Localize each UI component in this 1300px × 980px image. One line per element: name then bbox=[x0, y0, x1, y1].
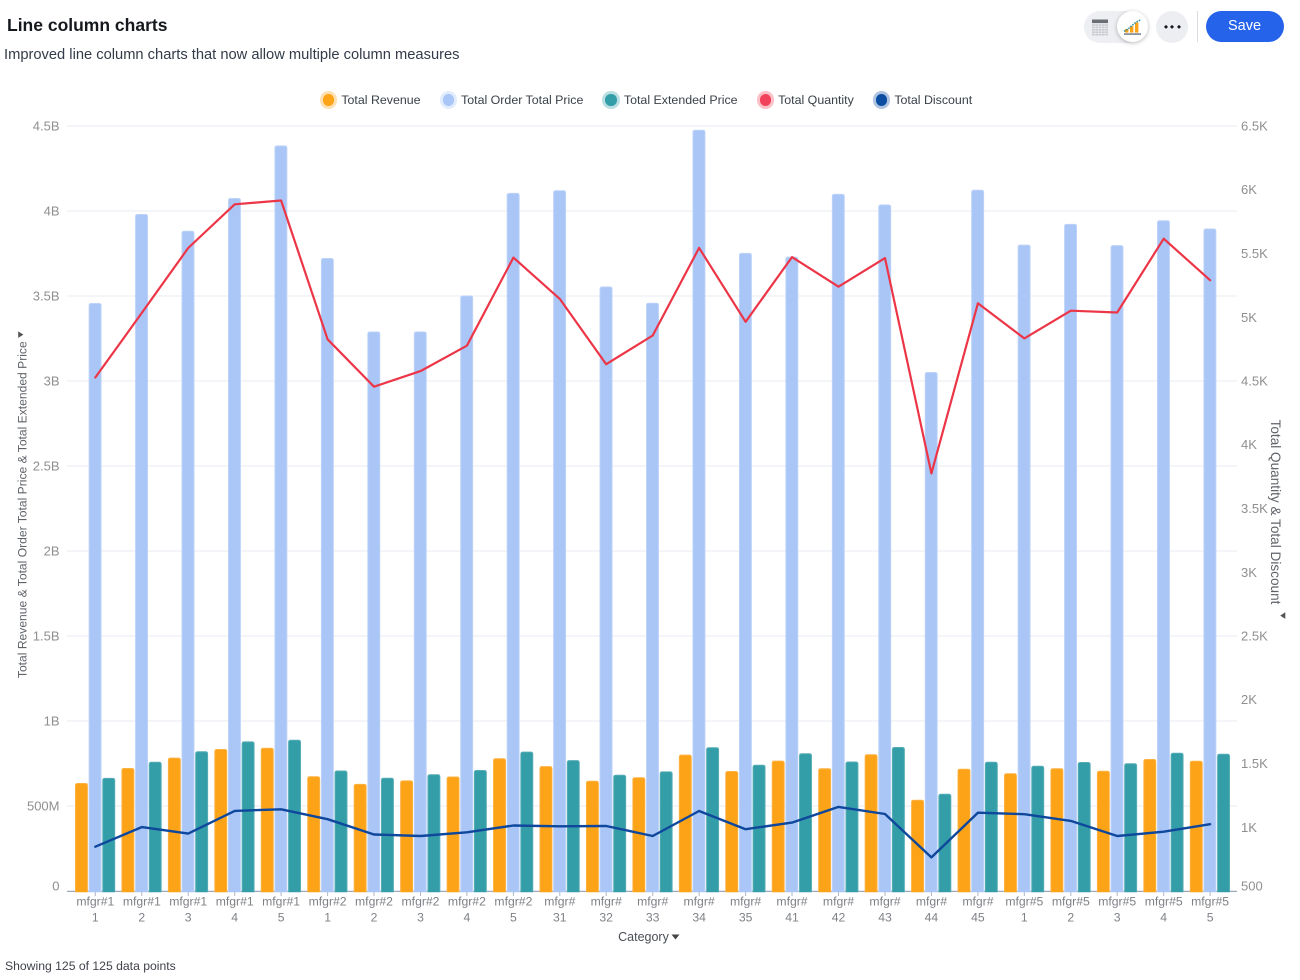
svg-text:3K: 3K bbox=[1241, 565, 1257, 580]
svg-text:mfgr#5: mfgr#5 bbox=[1145, 895, 1183, 909]
svg-text:Category: Category bbox=[618, 930, 669, 944]
svg-text:mfgr#1: mfgr#1 bbox=[76, 895, 114, 909]
svg-text:mfgr#2: mfgr#2 bbox=[494, 895, 532, 909]
svg-text:4K: 4K bbox=[1241, 437, 1257, 452]
svg-text:mfgr#2: mfgr#2 bbox=[309, 895, 347, 909]
svg-text:mfgr#: mfgr# bbox=[823, 895, 854, 909]
svg-text:mfgr#: mfgr# bbox=[916, 895, 947, 909]
svg-text:43: 43 bbox=[878, 911, 892, 925]
svg-text:6K: 6K bbox=[1241, 182, 1257, 197]
svg-text:5K: 5K bbox=[1241, 310, 1257, 325]
svg-text:mfgr#5: mfgr#5 bbox=[1191, 895, 1229, 909]
svg-text:mfgr#: mfgr# bbox=[684, 895, 715, 909]
svg-text:4: 4 bbox=[464, 911, 471, 925]
svg-text:mfgr#: mfgr# bbox=[544, 895, 575, 909]
svg-text:500: 500 bbox=[1241, 879, 1263, 894]
svg-text:Total Quantity & Total Discoun: Total Quantity & Total Discount bbox=[1268, 420, 1283, 605]
svg-text:5: 5 bbox=[1207, 911, 1214, 925]
svg-text:Total Revenue & Total Order To: Total Revenue & Total Order Total Price … bbox=[16, 341, 30, 678]
svg-text:1: 1 bbox=[92, 911, 99, 925]
svg-text:mfgr#2: mfgr#2 bbox=[448, 895, 486, 909]
svg-text:2: 2 bbox=[138, 911, 145, 925]
svg-text:3: 3 bbox=[417, 911, 424, 925]
svg-text:5: 5 bbox=[510, 911, 517, 925]
svg-text:35: 35 bbox=[739, 911, 753, 925]
svg-text:mfgr#: mfgr# bbox=[776, 895, 807, 909]
svg-text:42: 42 bbox=[832, 911, 846, 925]
svg-text:45: 45 bbox=[971, 911, 985, 925]
svg-text:31: 31 bbox=[553, 911, 567, 925]
svg-text:33: 33 bbox=[646, 911, 660, 925]
svg-text:mfgr#5: mfgr#5 bbox=[1098, 895, 1136, 909]
svg-text:2B: 2B bbox=[44, 544, 60, 559]
svg-text:mfgr#2: mfgr#2 bbox=[402, 895, 440, 909]
svg-text:mfgr#2: mfgr#2 bbox=[355, 895, 393, 909]
svg-text:5.5K: 5.5K bbox=[1241, 246, 1268, 261]
svg-text:4: 4 bbox=[231, 911, 238, 925]
svg-text:mfgr#: mfgr# bbox=[962, 895, 993, 909]
svg-text:2.5B: 2.5B bbox=[33, 459, 60, 474]
svg-text:32: 32 bbox=[599, 911, 613, 925]
svg-text:4.5B: 4.5B bbox=[33, 119, 60, 134]
svg-text:1: 1 bbox=[1021, 911, 1028, 925]
svg-text:4: 4 bbox=[1160, 911, 1167, 925]
svg-text:41: 41 bbox=[785, 911, 799, 925]
svg-text:500M: 500M bbox=[27, 799, 60, 814]
svg-text:4.5K: 4.5K bbox=[1241, 374, 1268, 389]
svg-text:1: 1 bbox=[324, 911, 331, 925]
svg-text:6.5K: 6.5K bbox=[1241, 119, 1268, 134]
svg-text:4B: 4B bbox=[44, 204, 60, 219]
svg-text:34: 34 bbox=[692, 911, 706, 925]
svg-text:mfgr#: mfgr# bbox=[637, 895, 668, 909]
svg-text:2: 2 bbox=[371, 911, 378, 925]
svg-text:3: 3 bbox=[185, 911, 192, 925]
svg-text:2.5K: 2.5K bbox=[1241, 629, 1268, 644]
svg-text:mfgr#1: mfgr#1 bbox=[123, 895, 161, 909]
svg-text:1.5K: 1.5K bbox=[1241, 756, 1268, 771]
svg-text:2K: 2K bbox=[1241, 692, 1257, 707]
svg-text:mfgr#: mfgr# bbox=[869, 895, 900, 909]
svg-text:5: 5 bbox=[278, 911, 285, 925]
svg-text:3.5B: 3.5B bbox=[33, 289, 60, 304]
svg-text:mfgr#1: mfgr#1 bbox=[216, 895, 254, 909]
svg-text:44: 44 bbox=[925, 911, 939, 925]
svg-text:mfgr#1: mfgr#1 bbox=[262, 895, 300, 909]
svg-text:3B: 3B bbox=[44, 374, 60, 389]
svg-text:mfgr#1: mfgr#1 bbox=[169, 895, 207, 909]
svg-text:0: 0 bbox=[52, 879, 59, 894]
svg-text:mfgr#: mfgr# bbox=[730, 895, 761, 909]
svg-text:1B: 1B bbox=[44, 714, 60, 729]
svg-text:mfgr#: mfgr# bbox=[591, 895, 622, 909]
svg-text:2: 2 bbox=[1067, 911, 1074, 925]
svg-text:Showing 125 of 125 data points: Showing 125 of 125 data points bbox=[5, 959, 176, 973]
svg-text:mfgr#5: mfgr#5 bbox=[1005, 895, 1043, 909]
svg-text:1K: 1K bbox=[1241, 820, 1257, 835]
svg-text:1.5B: 1.5B bbox=[33, 629, 60, 644]
svg-text:3: 3 bbox=[1114, 911, 1121, 925]
svg-text:mfgr#5: mfgr#5 bbox=[1052, 895, 1090, 909]
svg-text:3.5K: 3.5K bbox=[1241, 501, 1268, 516]
